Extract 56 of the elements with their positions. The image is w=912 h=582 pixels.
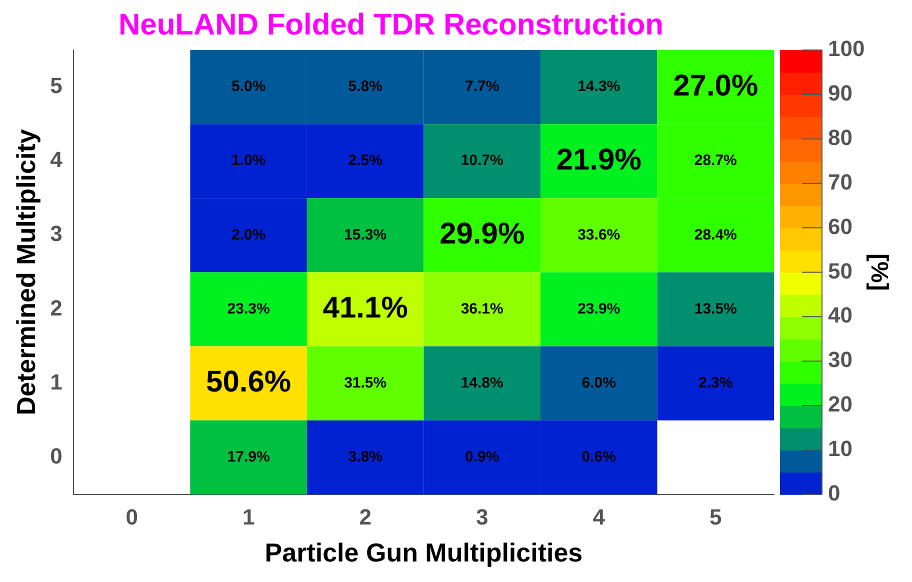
color-bar-label: 60: [828, 214, 852, 239]
x-axis-title: Particle Gun Multiplicities: [264, 538, 583, 568]
color-bar-label: 40: [828, 302, 852, 328]
data-label: 17.9%: [227, 448, 270, 466]
x-tick-label: 2: [359, 504, 372, 530]
data-label: 3.8%: [348, 448, 382, 466]
data-label: 13.5%: [694, 300, 737, 318]
color-bar-label: 50: [828, 258, 852, 284]
data-label: 2.0%: [231, 226, 266, 244]
data-label: 27.0%: [673, 69, 758, 102]
y-tick-label: 5: [50, 73, 62, 98]
x-tick-label: 4: [592, 504, 606, 530]
data-label: 7.7%: [464, 78, 500, 96]
x-tick-label: 5: [709, 504, 722, 530]
y-tick-label: 2: [50, 295, 62, 320]
color-bar-label: 20: [828, 392, 852, 417]
color-bar-label: 30: [828, 347, 852, 372]
x-tick-label: 0: [126, 504, 138, 530]
color-bar-label: 70: [828, 169, 852, 194]
color-bar-label: 0: [828, 480, 840, 506]
color-bar-label: 10: [828, 436, 852, 462]
data-label: 33.6%: [578, 226, 620, 244]
y-tick-label: 4: [50, 147, 64, 172]
data-label: 1.0%: [231, 152, 266, 170]
data-label: 36.1%: [460, 300, 504, 318]
data-label: 5.8%: [348, 78, 382, 96]
data-label: 2.5%: [348, 152, 382, 170]
data-label: 2.3%: [698, 374, 733, 392]
data-label: 5.0%: [231, 78, 266, 96]
data-label: 10.7%: [460, 152, 504, 170]
chart-title: NeuLAND Folded TDR Reconstruction: [118, 8, 664, 42]
data-label: 23.3%: [227, 300, 270, 318]
data-label: 28.4%: [694, 226, 737, 244]
data-label: 29.9%: [440, 217, 525, 250]
data-label: 14.8%: [460, 374, 504, 392]
data-label: 0.6%: [582, 448, 616, 466]
data-label: 0.9%: [464, 448, 500, 466]
data-label: 6.0%: [582, 374, 616, 392]
x-tick-label: 3: [476, 504, 488, 530]
data-label: 31.5%: [344, 374, 387, 392]
data-label: 50.6%: [206, 366, 292, 399]
data-label: 21.9%: [556, 143, 642, 176]
data-label: 28.7%: [694, 152, 737, 170]
y-axis-title: Determined Multiplicity: [10, 128, 41, 416]
y-tick-label: 1: [50, 369, 62, 394]
y-tick-label: 0: [50, 443, 62, 468]
color-bar-title: [%]: [865, 254, 892, 291]
data-label: 15.3%: [344, 226, 387, 244]
data-label: 23.9%: [578, 300, 620, 318]
y-tick-label: 3: [50, 221, 62, 246]
color-bar-label: 100: [828, 36, 865, 62]
color-bar-label: 90: [828, 80, 852, 106]
data-label: 14.3%: [578, 78, 620, 96]
x-tick-label: 1: [242, 504, 255, 530]
data-label: 41.1%: [322, 292, 408, 324]
color-bar-label: 80: [828, 124, 852, 150]
